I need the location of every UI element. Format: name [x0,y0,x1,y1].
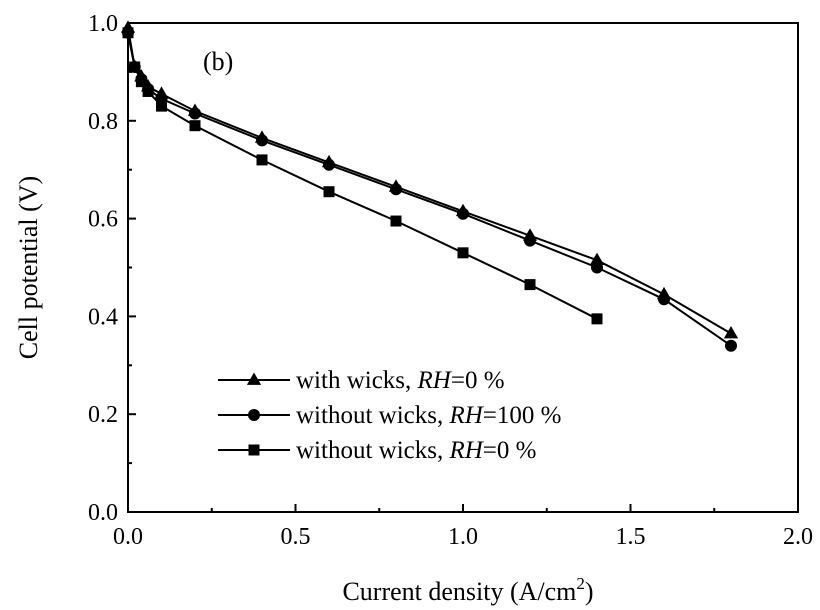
y-tick-label: 1.0 [88,11,118,37]
series-2-point [591,261,603,274]
series-3-point [524,279,536,291]
series-3-point [156,100,167,112]
series-2-point [323,158,335,171]
x-tick-label: 2.0 [783,524,813,550]
legend-marker [248,409,260,421]
legend-label: with wicks, RH=0 % [296,367,505,394]
series-line-3 [127,32,598,320]
legend-label: without wicks, RH=0 % [296,437,536,464]
x-tick-label: 0.5 [281,524,311,550]
series-3-point [189,120,201,132]
series-3-point [122,27,134,39]
series-2-point [189,107,201,120]
y-tick-label: 0.6 [88,207,118,233]
y-tick-label: 0.0 [88,500,118,526]
series-3-point [457,247,469,259]
series-1-point [589,252,605,266]
series-2-point [457,207,469,220]
series-2-point [524,234,536,247]
series-3-point [135,76,147,88]
series-2-point [390,183,402,196]
series-3-point [129,61,141,73]
series-1-point [723,326,739,339]
series-3-point [591,313,603,325]
y-tick-label: 0.4 [88,304,118,330]
x-tick-label: 1.0 [448,524,478,550]
series-2-point [725,339,737,352]
y-tick-label: 0.8 [88,109,118,135]
legend-label: without wicks, RH=100 % [296,402,561,429]
x-tick-label: 0.0 [113,524,143,550]
legend-marker [248,444,260,456]
series-line-2 [127,32,732,347]
legend-marker [246,372,262,385]
series-2-point [658,293,670,306]
panel-label: (b) [203,47,233,76]
series-3-point [390,215,402,227]
series-2-point [256,134,268,147]
x-tick-label: 1.5 [616,524,646,550]
y-axis-title: Cell potential (V) [14,176,43,359]
x-axis-title: Current density (A/cm2) [342,574,593,606]
series-3-point [256,154,268,166]
series-3-point [142,85,154,97]
y-tick-label: 0.2 [88,402,118,428]
series-3-point [323,186,335,198]
